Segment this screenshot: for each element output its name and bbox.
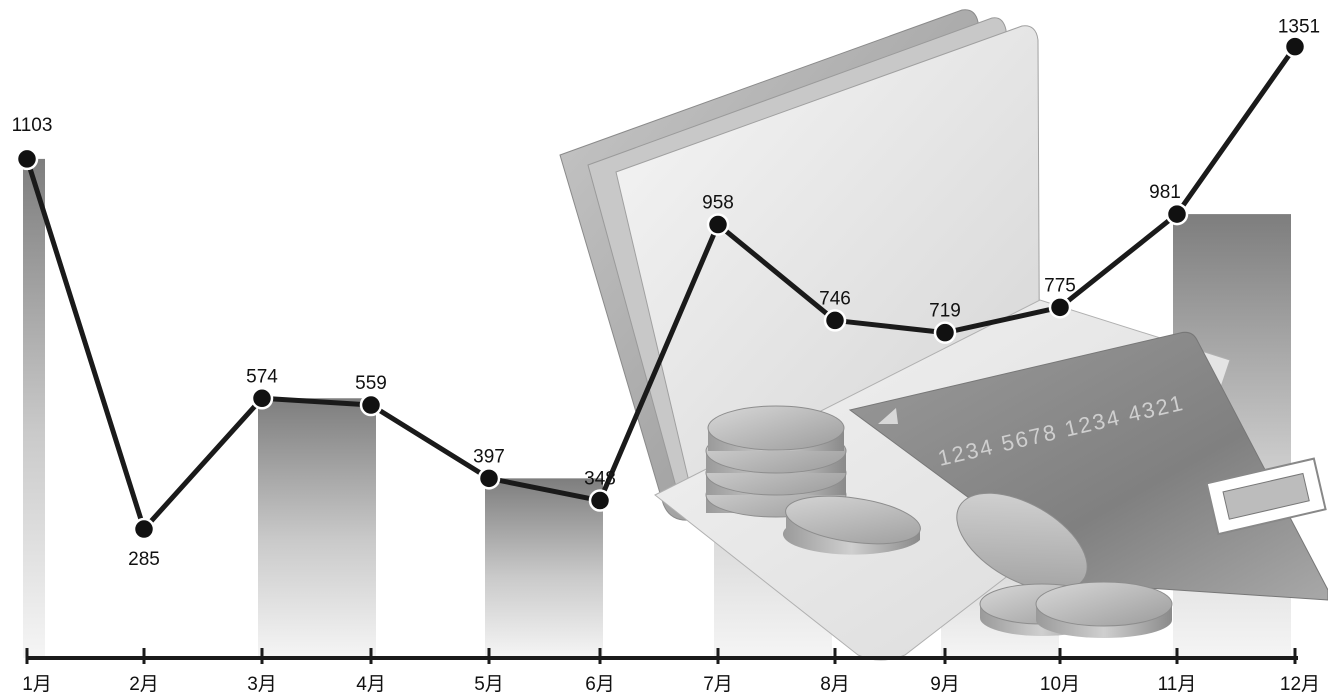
data-label-4: 559 xyxy=(355,373,387,394)
loose-coin xyxy=(782,495,921,555)
data-point-10 xyxy=(1048,296,1072,319)
x-tick-label-3: 3月 xyxy=(247,674,277,695)
data-point-6 xyxy=(588,489,612,512)
coins-on-card xyxy=(956,492,1173,638)
data-point-9 xyxy=(933,321,957,344)
x-tick-label-7: 7月 xyxy=(703,674,733,695)
x-tick-label-1: 1月 xyxy=(22,674,52,695)
data-point-11 xyxy=(1165,202,1189,226)
series-line xyxy=(24,45,1298,532)
data-label-11: 981 xyxy=(1149,182,1181,203)
data-point-5 xyxy=(477,467,501,490)
data-label-3: 574 xyxy=(246,366,278,387)
x-tick-label-4: 4月 xyxy=(356,674,386,695)
bar-1 xyxy=(23,158,45,658)
data-label-12: 1351 xyxy=(1278,17,1320,38)
bar-5 xyxy=(485,478,603,658)
x-tick-label-5: 5月 xyxy=(474,674,504,695)
points-layer xyxy=(15,35,1307,541)
data-label-9: 719 xyxy=(929,301,961,322)
bar-3 xyxy=(258,398,376,658)
data-label-2: 285 xyxy=(128,549,160,570)
x-tick-label-6: 6月 xyxy=(585,674,615,695)
data-point-4 xyxy=(359,393,383,417)
x-tick-label-2: 2月 xyxy=(129,674,159,695)
data-labels-layer: 1103 285 574 559 397 348 958 746 719 775 981 1351 xyxy=(12,17,1321,570)
data-point-12 xyxy=(1283,35,1307,58)
data-label-1: 1103 xyxy=(12,115,53,136)
credit-card: 1234 5678 1234 4321 xyxy=(848,331,1328,601)
x-axis xyxy=(25,648,1298,664)
x-tick-label-8: 8月 xyxy=(820,674,850,695)
x-tick-label-11: 11月 xyxy=(1158,674,1197,695)
data-point-1 xyxy=(15,147,39,171)
data-label-7: 958 xyxy=(702,193,734,214)
series-line-layer xyxy=(24,45,1298,532)
data-label-10: 775 xyxy=(1044,275,1076,296)
coin-stack xyxy=(705,405,847,518)
x-tick-label-10: 10月 xyxy=(1040,674,1080,695)
card-chip-icon xyxy=(1205,457,1327,536)
tick-labels-layer: 1月 2月 3月 4月 5月 6月 7月 8月 9月 10月 11月 12月 xyxy=(22,674,1320,695)
x-tick-label-12: 12月 xyxy=(1280,674,1320,695)
data-label-6: 348 xyxy=(584,469,616,490)
card-triangle-icon xyxy=(878,408,898,424)
data-point-7 xyxy=(706,213,730,236)
data-point-8 xyxy=(823,309,847,332)
wallet-card-illustration: 1234 5678 1234 4321 xyxy=(559,9,1328,661)
x-tick-label-9: 9月 xyxy=(930,674,960,695)
data-label-5: 397 xyxy=(473,446,505,467)
data-point-3 xyxy=(250,387,274,410)
data-label-8: 746 xyxy=(819,288,851,309)
data-point-2 xyxy=(132,517,156,541)
